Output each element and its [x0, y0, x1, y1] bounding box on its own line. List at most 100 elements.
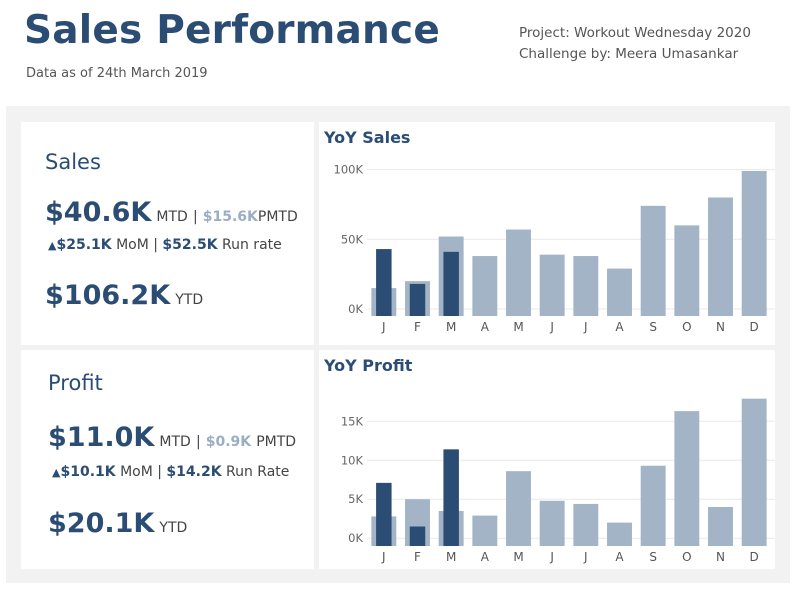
profit-mtd-label: MTD [159, 434, 191, 450]
yoy-profit-chart: 0K 5K 10K 15K J F M A M J J A S O N D [341, 398, 775, 564]
sales-ytd-label: YTD [175, 292, 204, 308]
profit-pmtd-label: PMTD [256, 434, 297, 450]
profit-kpi-panel: Profit $11.0K MTD | $0.9K PMTD ▲$10.1K M… [21, 350, 314, 569]
x-tick-label: D [750, 550, 759, 564]
x-tick-label: A [615, 550, 624, 564]
prior-year-bar[interactable] [741, 398, 767, 546]
x-tick-label: N [716, 320, 725, 334]
x-tick-label: M [513, 320, 523, 334]
x-tick-label: D [750, 320, 759, 334]
sales-mom-value: $25.1K [56, 237, 112, 253]
x-tick-label: J [549, 550, 554, 564]
prior-year-bar[interactable] [539, 254, 565, 316]
profit-mtd-line: $11.0K MTD | $0.9K PMTD [48, 422, 296, 453]
x-tick-label: N [716, 550, 725, 564]
profit-run-rate-value: $14.2K [166, 464, 222, 480]
y-tick-label: 5K [348, 492, 363, 506]
y-tick-label: 0K [348, 302, 363, 316]
x-tick-label: F [414, 320, 421, 334]
data-date-subtitle: Data as of 24th March 2019 [26, 66, 208, 81]
profit-ytd-line: $20.1K YTD [48, 508, 187, 539]
y-tick-label: 10K [341, 453, 364, 467]
current-year-bar[interactable] [409, 526, 426, 546]
x-tick-label: S [649, 550, 657, 564]
separator: | [192, 209, 198, 225]
page-title: Sales Performance [24, 8, 440, 53]
sales-mtd-value: $40.6K [45, 197, 152, 228]
prior-year-bar[interactable] [640, 465, 666, 546]
prior-year-bar[interactable] [708, 507, 733, 546]
prior-year-bar[interactable] [472, 515, 498, 546]
prior-year-bar[interactable] [640, 205, 666, 316]
prior-year-bar[interactable] [607, 522, 632, 546]
prior-year-bar[interactable] [573, 256, 599, 316]
sales-pmtd-label: PMTD [257, 209, 298, 225]
y-tick-label: 15K [341, 414, 364, 428]
current-year-bar[interactable] [376, 249, 392, 316]
separator: | [153, 237, 158, 253]
yoy-sales-chart: 0K 50K 100K J F M A M J J A S O N D [334, 163, 775, 334]
yoy-profit-chart-panel: YoY Profit 0K 5K 10K 15K J F M A M J J A S O N D [319, 350, 775, 569]
prior-year-bar[interactable] [674, 411, 700, 546]
prior-year-bar[interactable] [506, 229, 531, 316]
project-label: Project: Workout Wednesday 2020 [519, 25, 751, 41]
challenge-label: Challenge by: Meera Umasankar [519, 46, 739, 62]
sales-ytd-value: $106.2K [45, 280, 171, 311]
profit-mom-label: MoM [120, 464, 153, 480]
current-year-bar[interactable] [443, 251, 459, 316]
current-year-bar[interactable] [443, 449, 459, 546]
y-tick-label: 50K [341, 232, 364, 246]
x-tick-label: J [381, 550, 386, 564]
profit-pmtd-value: $0.9K [205, 434, 252, 450]
separator: | [157, 464, 162, 480]
x-tick-label: J [583, 550, 588, 564]
yoy-sales-title: YoY Sales [324, 128, 411, 147]
x-tick-label: J [549, 320, 554, 334]
x-tick-label: M [513, 550, 523, 564]
sales-kpi-panel: Sales $40.6K MTD | $15.6KPMTD ▲$25.1K Mo… [21, 122, 314, 345]
profit-mom-value: $10.1K [60, 464, 116, 480]
yoy-sales-chart-panel: YoY Sales 0K 50K 100K J F M A M J J A S O N D [319, 122, 775, 345]
profit-ytd-value: $20.1K [48, 508, 155, 539]
current-year-bar[interactable] [376, 482, 392, 546]
prior-year-bar[interactable] [573, 503, 599, 546]
y-tick-label: 100K [334, 163, 364, 177]
x-tick-label: A [481, 320, 490, 334]
x-tick-label: M [446, 550, 456, 564]
y-tick-label: 0K [348, 531, 363, 545]
x-tick-label: O [682, 550, 691, 564]
sales-heading: Sales [45, 150, 101, 174]
x-tick-label: J [381, 320, 386, 334]
prior-year-bar[interactable] [506, 471, 531, 546]
x-tick-label: S [649, 320, 657, 334]
sales-mom-line: ▲$25.1K MoM | $52.5K Run rate [48, 237, 282, 253]
sales-pmtd-value: $15.6K [202, 209, 258, 225]
prior-year-bar[interactable] [708, 197, 733, 316]
x-tick-label: F [414, 550, 421, 564]
x-tick-label: A [481, 550, 490, 564]
profit-run-rate-label: Run Rate [226, 464, 290, 480]
x-tick-label: M [446, 320, 456, 334]
sales-mom-label: MoM [116, 237, 149, 253]
x-tick-label: O [682, 320, 691, 334]
separator: | [195, 434, 201, 450]
prior-year-bar[interactable] [741, 170, 767, 316]
prior-year-bar[interactable] [674, 225, 700, 316]
prior-year-bar[interactable] [607, 268, 632, 316]
profit-heading: Profit [48, 371, 103, 395]
sales-mtd-line: $40.6K MTD | $15.6KPMTD [45, 197, 298, 228]
triangle-up-icon: ▲ [52, 466, 61, 479]
profit-mtd-value: $11.0K [48, 422, 155, 453]
yoy-profit-title: YoY Profit [324, 356, 413, 375]
current-year-bar[interactable] [409, 283, 426, 316]
profit-mom-line: ▲$10.1K MoM | $14.2K Run Rate [52, 464, 289, 480]
sales-run-rate-label: Run rate [222, 237, 282, 253]
prior-year-bar[interactable] [539, 500, 565, 546]
sales-ytd-line: $106.2K YTD [45, 280, 203, 311]
triangle-up-icon: ▲ [48, 239, 57, 252]
x-tick-label: A [615, 320, 624, 334]
x-tick-label: J [583, 320, 588, 334]
profit-ytd-label: YTD [159, 520, 188, 536]
sales-mtd-label: MTD [156, 209, 188, 225]
prior-year-bar[interactable] [472, 256, 498, 316]
